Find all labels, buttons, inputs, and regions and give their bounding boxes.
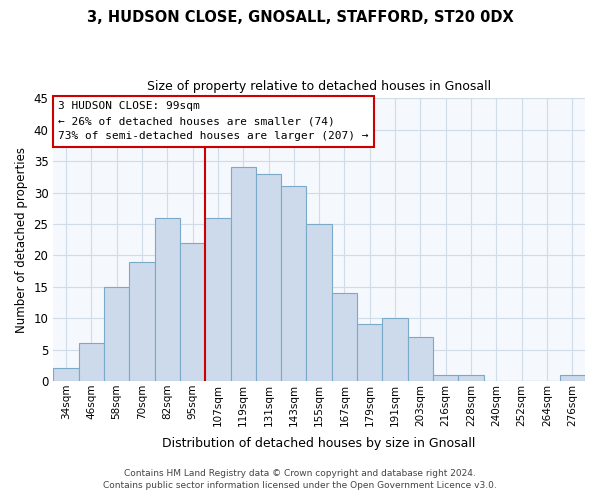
Bar: [382, 318, 408, 381]
Bar: [79, 344, 104, 381]
Text: Contains HM Land Registry data © Crown copyright and database right 2024.
Contai: Contains HM Land Registry data © Crown c…: [103, 468, 497, 490]
Bar: [357, 324, 382, 381]
Text: 3, HUDSON CLOSE, GNOSALL, STAFFORD, ST20 0DX: 3, HUDSON CLOSE, GNOSALL, STAFFORD, ST20…: [86, 10, 514, 25]
Bar: [560, 374, 585, 381]
Bar: [433, 374, 458, 381]
Bar: [256, 174, 281, 381]
Bar: [104, 287, 129, 381]
Bar: [205, 218, 230, 381]
Bar: [307, 224, 332, 381]
Bar: [408, 337, 433, 381]
X-axis label: Distribution of detached houses by size in Gnosall: Distribution of detached houses by size …: [163, 437, 476, 450]
Title: Size of property relative to detached houses in Gnosall: Size of property relative to detached ho…: [147, 80, 491, 93]
Bar: [332, 293, 357, 381]
Bar: [281, 186, 307, 381]
Bar: [129, 262, 155, 381]
Bar: [155, 218, 180, 381]
Text: 3 HUDSON CLOSE: 99sqm
← 26% of detached houses are smaller (74)
73% of semi-deta: 3 HUDSON CLOSE: 99sqm ← 26% of detached …: [58, 102, 369, 141]
Bar: [230, 168, 256, 381]
Bar: [180, 243, 205, 381]
Y-axis label: Number of detached properties: Number of detached properties: [15, 146, 28, 332]
Bar: [458, 374, 484, 381]
Bar: [53, 368, 79, 381]
